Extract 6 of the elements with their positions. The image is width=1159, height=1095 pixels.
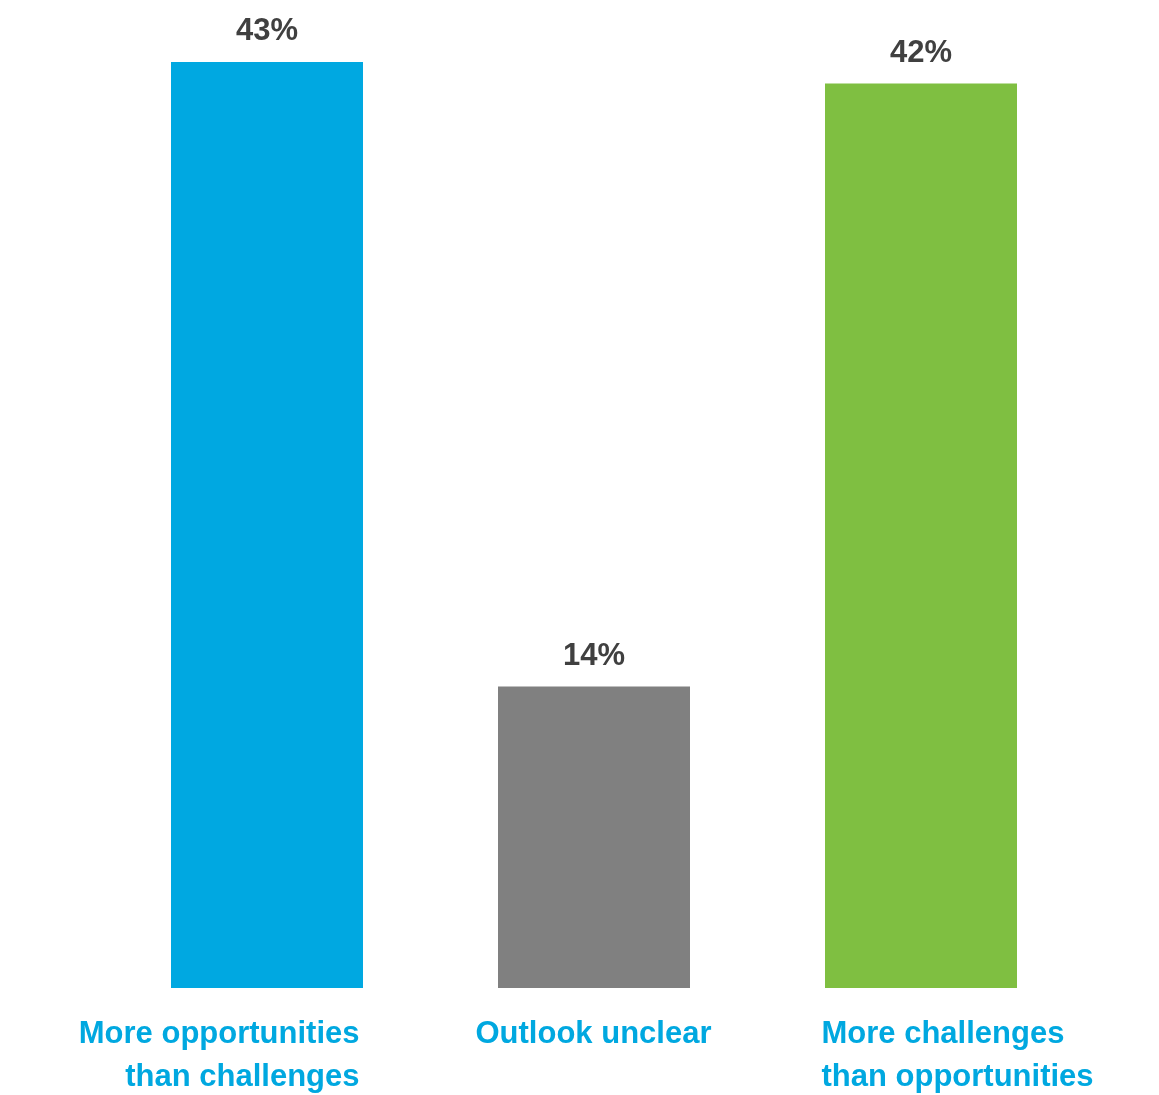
x-tick-label: More opportunities than challenges bbox=[78, 1015, 360, 1093]
data-label: 42% bbox=[889, 33, 953, 69]
data-label: 43% bbox=[235, 12, 299, 47]
data-label: 14% bbox=[562, 636, 626, 672]
x-tick-label: More challenges than opportunities bbox=[821, 1015, 1094, 1093]
x-tick-label: Outlook unclear bbox=[475, 1015, 712, 1050]
